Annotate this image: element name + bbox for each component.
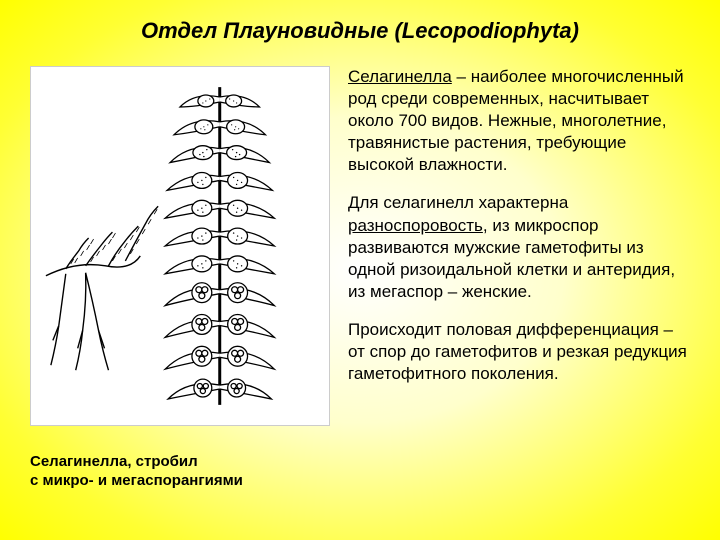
- text-panel: Селагинелла – наиболее многочисленный ро…: [348, 66, 690, 490]
- paragraph-2-emphasis: разноспоровость: [348, 216, 483, 235]
- figure-caption-line1: Селагинелла, стробил с микро- и мегаспор…: [30, 453, 243, 489]
- paragraph-2-prefix: Для селагинелл характерна: [348, 193, 568, 212]
- figure-caption: Селагинелла, стробил с микро- и мегаспор…: [30, 434, 243, 490]
- slide-title: Отдел Плауновидные (Lecopodiophyta): [30, 18, 690, 44]
- figure-panel: Селагинелла, стробил с микро- и мегаспор…: [30, 66, 330, 490]
- content-row: Селагинелла, стробил с микро- и мегаспор…: [30, 66, 690, 490]
- paragraph-3-text: Происходит половая дифференциация – от с…: [348, 320, 687, 383]
- paragraph-2: Для селагинелл характерна разноспоровост…: [348, 192, 690, 302]
- paragraph-3: Происходит половая дифференциация – от с…: [348, 319, 690, 385]
- paragraph-1: Селагинелла – наиболее многочисленный ро…: [348, 66, 690, 176]
- botanical-illustration: [30, 66, 330, 426]
- paragraph-1-emphasis: Селагинелла: [348, 67, 452, 86]
